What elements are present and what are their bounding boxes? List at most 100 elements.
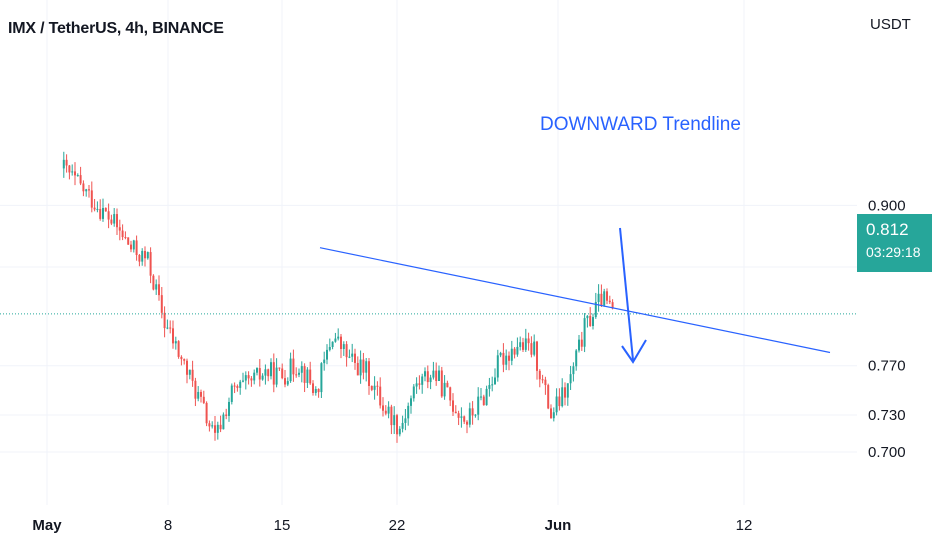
candle-body: [480, 396, 482, 398]
candle-body: [169, 327, 172, 329]
last-price-value: 0.812: [866, 220, 909, 239]
candle-body: [342, 344, 345, 349]
candle-body: [359, 359, 362, 376]
candle-body: [533, 341, 536, 355]
candle-body: [219, 424, 222, 430]
candle-body: [384, 410, 387, 414]
candle-body: [550, 408, 552, 419]
price-tick-label: 0.900: [868, 197, 906, 214]
candle-body: [158, 284, 160, 296]
candle-body: [401, 422, 404, 429]
candle-body: [141, 250, 144, 262]
candle-body: [163, 312, 166, 329]
candle-body: [337, 336, 340, 339]
candle-body: [356, 362, 359, 376]
candle-body: [138, 255, 141, 262]
candle-body: [256, 368, 258, 373]
candle-body: [312, 383, 314, 393]
candle-body: [76, 175, 79, 177]
candle-body: [323, 359, 326, 364]
candle-body: [205, 402, 208, 424]
candle-body: [454, 411, 457, 414]
candle-body: [466, 421, 468, 425]
candle-body: [569, 374, 572, 384]
candle-body: [194, 380, 197, 399]
candle-body: [592, 317, 594, 326]
candle-body: [482, 396, 485, 406]
candle-body: [309, 369, 312, 384]
candle-body: [258, 368, 261, 380]
candle-body: [270, 362, 272, 377]
candle-body: [62, 159, 65, 169]
candle-body: [188, 369, 191, 375]
candle-body: [407, 405, 410, 419]
candle-body: [393, 415, 396, 426]
candle-body: [583, 318, 586, 347]
candle-body: [331, 341, 334, 348]
candle-body: [418, 383, 421, 385]
trendline-annotation[interactable]: DOWNWARD Trendline: [540, 114, 741, 135]
candle-body: [541, 379, 544, 381]
last-price-badge: 0.812 03:29:18: [857, 214, 932, 272]
candle-body: [452, 400, 454, 412]
candle-body: [183, 359, 186, 361]
candle-body: [82, 183, 85, 192]
time-tick-label: 12: [736, 517, 753, 534]
time-tick-label: 8: [164, 517, 172, 534]
candle-body: [544, 379, 547, 386]
candle-body: [233, 385, 236, 387]
candle-body: [197, 391, 200, 399]
candle-body: [242, 380, 244, 382]
candle-body: [317, 389, 320, 393]
candle-body: [558, 396, 561, 407]
price-axis-currency: USDT: [870, 16, 911, 33]
candle-body: [538, 370, 541, 380]
candle-body: [600, 293, 603, 306]
candle-body: [564, 387, 566, 398]
candle-body: [348, 356, 351, 358]
price-tick-label: 0.730: [868, 407, 906, 424]
candle-body: [211, 425, 214, 427]
candle-body: [586, 315, 589, 319]
candle-body: [376, 385, 379, 387]
candle-body: [177, 341, 180, 357]
candle-body: [396, 415, 398, 435]
candle-body: [160, 295, 163, 313]
candle-body: [589, 315, 592, 326]
down-arrow-icon[interactable]: [619, 227, 647, 364]
chart-title: IMX / TetherUS, 4h, BINANCE: [8, 20, 224, 37]
time-axis[interactable]: May 8 15 22 Jun 12: [32, 517, 752, 534]
candle-body: [127, 237, 130, 245]
candle-body: [552, 412, 555, 419]
time-tick-label: 22: [389, 517, 406, 534]
candle-body: [555, 396, 558, 413]
downward-trendline[interactable]: [319, 247, 831, 354]
candle-body: [524, 338, 527, 350]
candle-body: [247, 375, 250, 379]
candle-body: [275, 367, 278, 385]
candle-body: [225, 414, 228, 416]
bar-countdown: 03:29:18: [866, 244, 921, 260]
candle-body: [272, 362, 275, 385]
candle-body: [71, 171, 74, 173]
candle-body: [320, 363, 323, 393]
candle-body: [390, 406, 393, 426]
candle-body: [446, 382, 449, 388]
candle-body: [132, 240, 135, 250]
candle-body: [214, 425, 216, 433]
candle-body: [415, 383, 418, 387]
candle-body: [340, 336, 342, 349]
time-tick-label: Jun: [545, 517, 572, 534]
candle-body: [608, 300, 611, 303]
candle-body: [491, 384, 494, 386]
candles: [62, 151, 614, 443]
candle-body: [230, 385, 233, 402]
candle-body: [79, 175, 82, 184]
candle-body: [379, 386, 382, 406]
candle-body: [85, 189, 88, 192]
candle-body: [166, 327, 169, 329]
candle-body: [172, 328, 174, 344]
candle-body: [286, 381, 289, 385]
